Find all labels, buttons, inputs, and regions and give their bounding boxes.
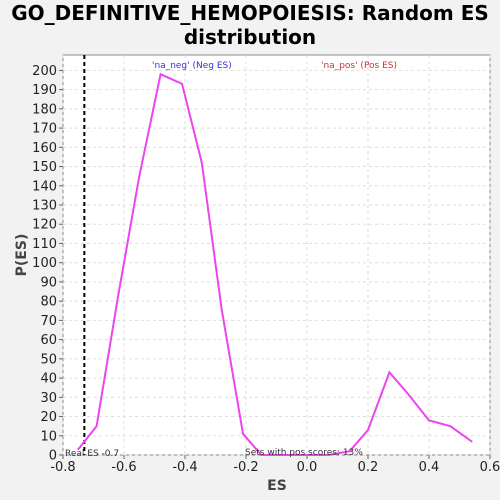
y-axis-label: P(ES)	[14, 234, 30, 277]
data-point	[159, 73, 162, 76]
data-point	[306, 454, 308, 456]
pos-es-label: 'na_pos' (Pos ES)	[321, 61, 397, 71]
es-distribution-points	[77, 73, 473, 456]
y-tick-label: 60	[40, 333, 57, 348]
x-tick-label: 0.4	[419, 460, 440, 475]
data-point	[200, 161, 203, 164]
data-point	[220, 307, 223, 310]
data-point	[242, 432, 244, 435]
y-tick-label: 140	[32, 179, 57, 194]
y-tick-label: 30	[40, 391, 57, 406]
real-es-label: Real ES -0.7	[65, 449, 119, 459]
y-tick-label: 80	[40, 295, 57, 310]
es-distribution-line	[77, 72, 473, 456]
x-tick-label: 0.6	[480, 460, 500, 475]
y-tick-label: 100	[32, 256, 57, 271]
y-tick-label: 120	[32, 218, 57, 233]
x-axis-label: ES	[267, 478, 287, 494]
y-tick-label: 130	[32, 199, 57, 214]
data-point	[138, 175, 141, 178]
y-tick-label: 90	[40, 275, 57, 290]
y-tick-label: 170	[32, 122, 57, 137]
y-axis-ticks: 0 10 20 30 40 50 60 70 80 90 100 110 120 130 140 150 160…	[32, 64, 63, 464]
y-tick-label: 190	[32, 83, 57, 98]
neg-es-label: 'na_neg' (Neg ES)	[152, 61, 232, 71]
data-point	[449, 425, 452, 428]
data-point	[327, 454, 330, 456]
data-point	[470, 440, 473, 443]
plot-area	[62, 54, 491, 456]
y-tick-label: 200	[32, 64, 57, 79]
data-point	[348, 450, 351, 453]
grid	[62, 55, 491, 456]
y-tick-label: 70	[40, 314, 57, 329]
x-tick-label: -0.6	[111, 460, 136, 475]
data-point	[428, 419, 430, 422]
y-tick-label: 50	[40, 352, 57, 367]
data-point	[260, 454, 263, 456]
data-point	[281, 454, 284, 456]
x-axis-ticks: -0.8 -0.6 -0.4 -0.2 0.0 0.2 0.4 0.6	[50, 455, 500, 475]
data-point	[181, 82, 183, 85]
y-tick-label: 150	[32, 160, 57, 175]
data-point	[388, 371, 391, 374]
chart-title-line-2: distribution	[184, 25, 316, 49]
x-tick-label: -0.2	[233, 460, 258, 475]
chart-title-line-1: GO_DEFINITIVE_HEMOPOIESIS: Random ES	[11, 1, 489, 25]
y-tick-label: 20	[40, 410, 57, 425]
pos-scores-label: Sets with pos scores: 13%	[245, 448, 363, 458]
x-tick-label: 0.2	[358, 460, 379, 475]
y-tick-label: 40	[40, 372, 57, 387]
data-point	[77, 448, 80, 451]
y-tick-label: 0	[49, 449, 57, 464]
data-point	[95, 425, 98, 428]
data-point	[406, 392, 409, 395]
data-point	[117, 296, 119, 299]
y-tick-label: 160	[32, 141, 57, 156]
y-tick-label: 10	[40, 429, 57, 444]
data-point	[367, 429, 369, 431]
y-tick-label: 110	[32, 237, 57, 252]
y-tick-label: 180	[32, 102, 57, 117]
x-tick-label: -0.4	[172, 460, 197, 475]
x-tick-label: 0.0	[297, 460, 318, 475]
x-tick-label: -0.8	[50, 460, 75, 475]
